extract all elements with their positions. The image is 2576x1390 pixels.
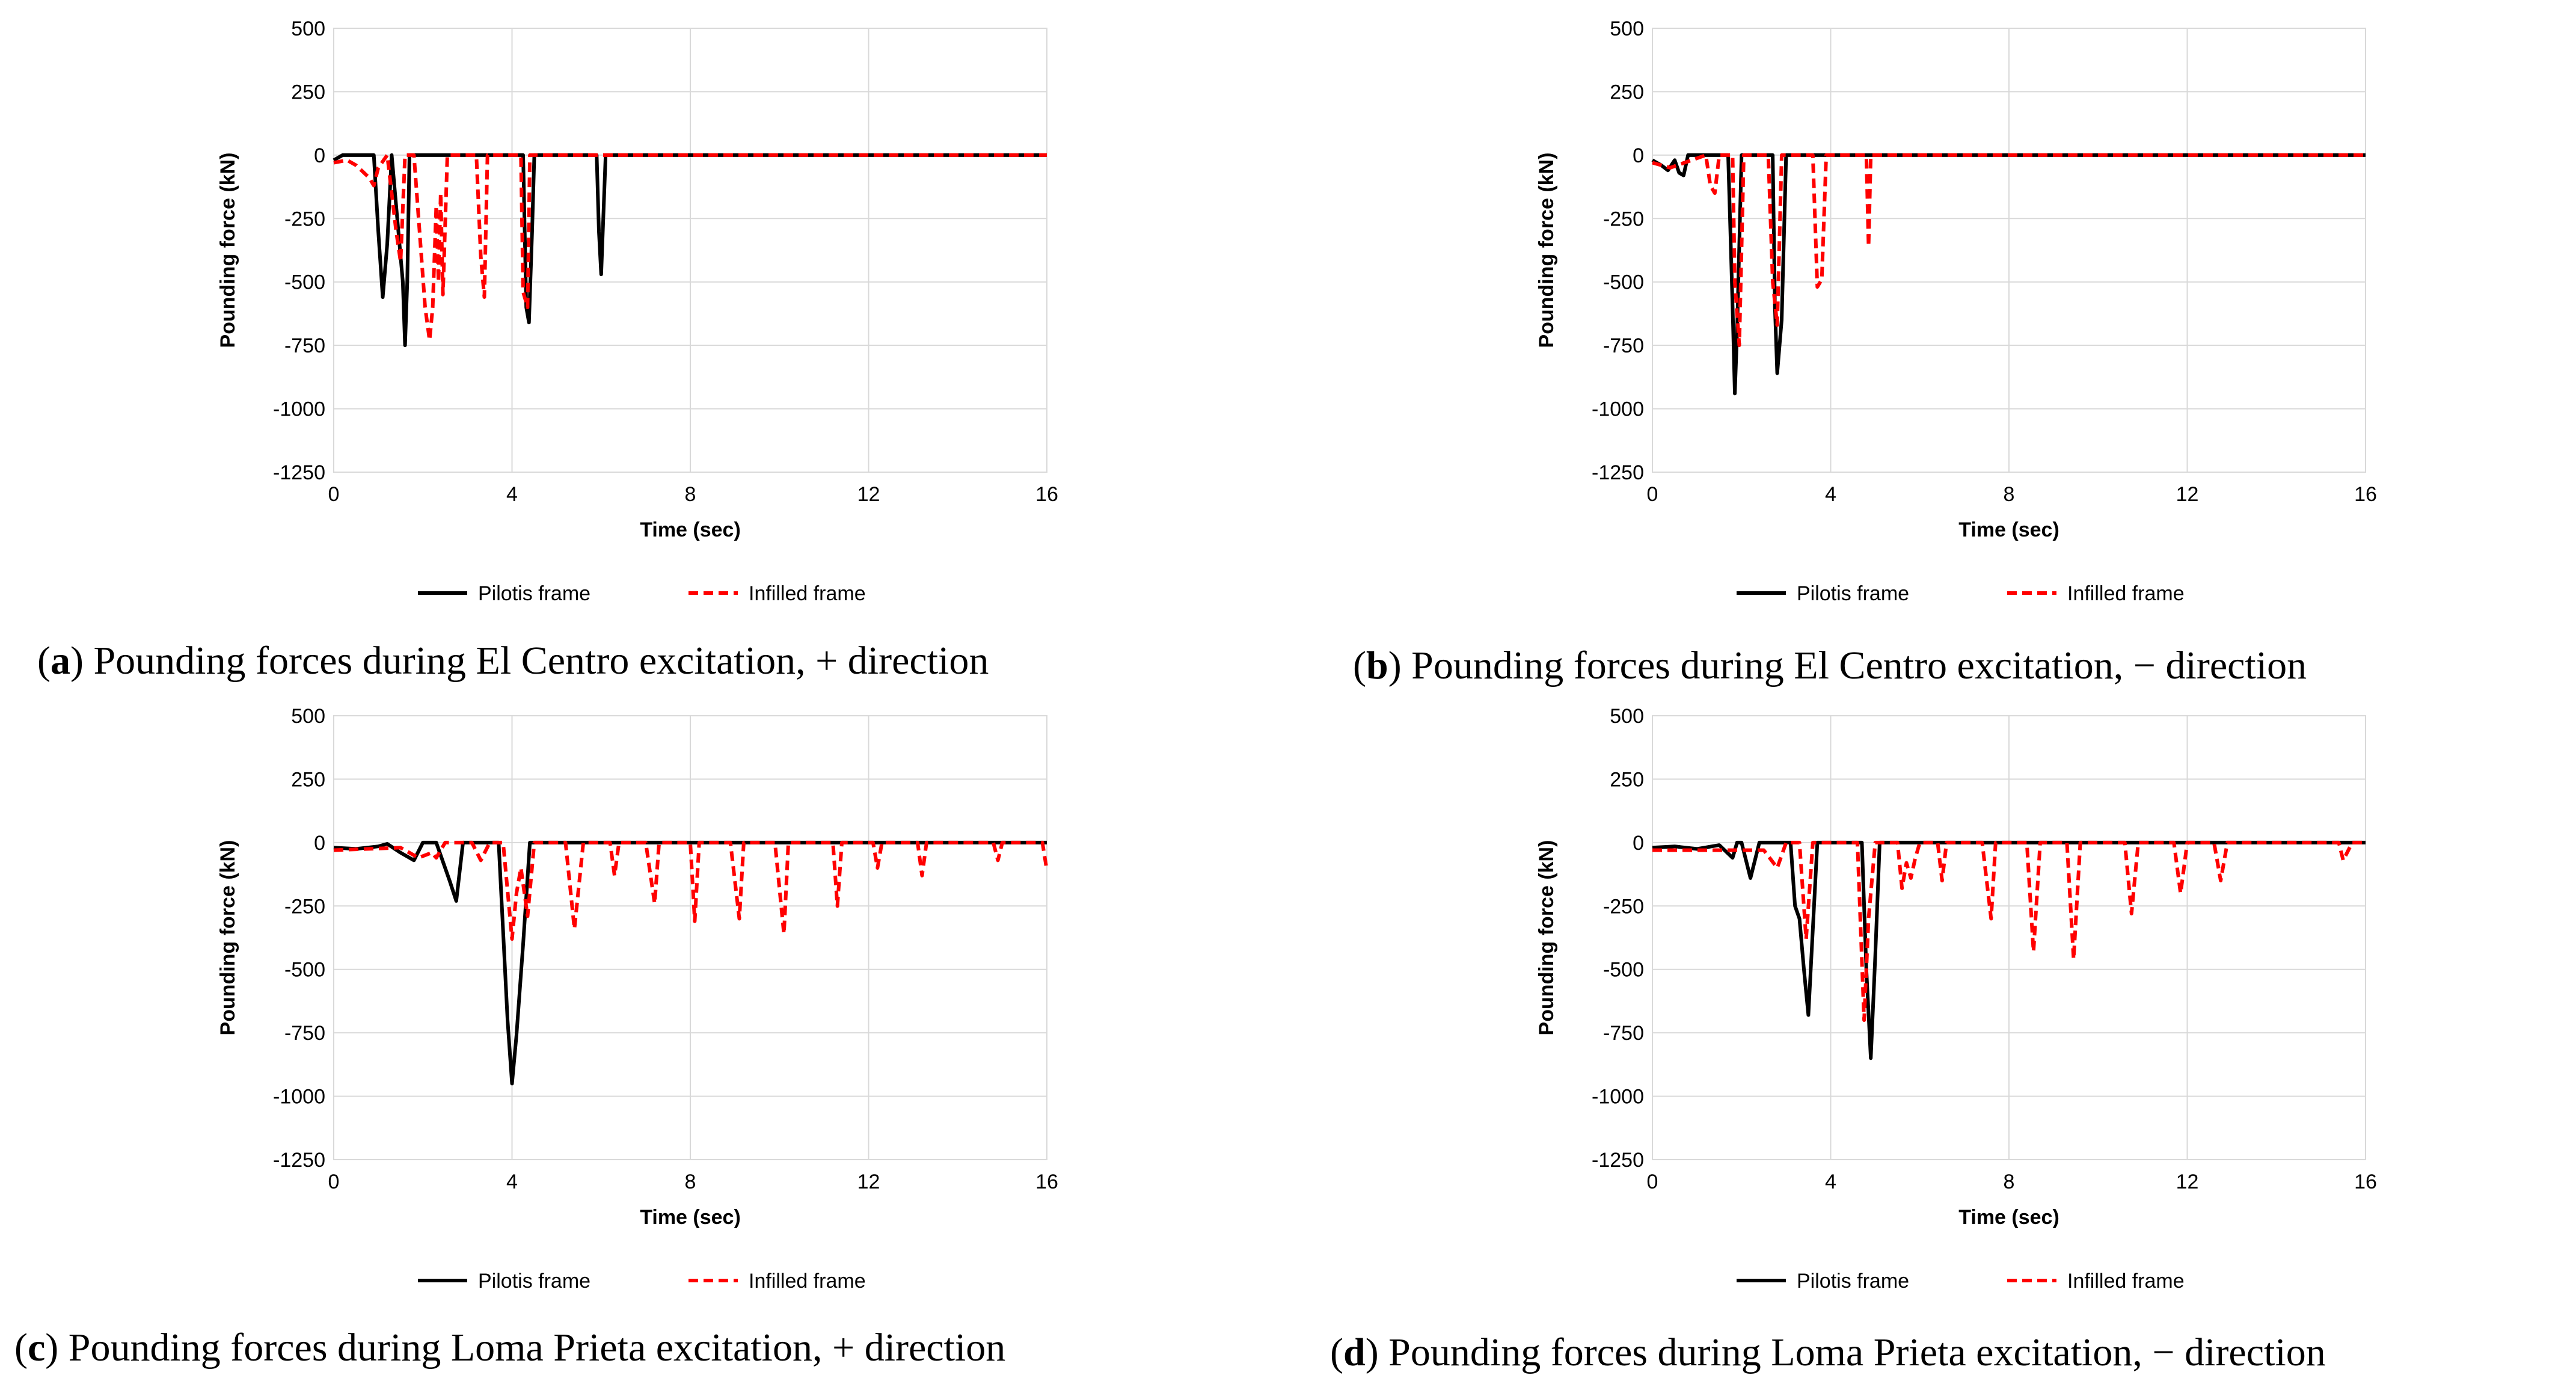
legend-label: Infilled frame xyxy=(749,1270,866,1293)
x-tick-label: 12 xyxy=(2176,1170,2199,1193)
y-tick-label: 500 xyxy=(291,705,325,728)
x-axis-title: Time (sec) xyxy=(640,1206,741,1229)
y-tick-label: -250 xyxy=(1603,895,1644,918)
legend-label: Pilotis frame xyxy=(478,1270,590,1293)
legend-label: Infilled frame xyxy=(2067,582,2185,605)
y-tick-label: -750 xyxy=(1603,334,1644,357)
x-tick-label: 0 xyxy=(1647,1170,1658,1193)
x-tick-label: 0 xyxy=(328,1170,340,1193)
x-tick-label: 4 xyxy=(506,1170,518,1193)
y-tick-label: 250 xyxy=(1610,81,1644,103)
series-line-infilled-frame xyxy=(1652,840,2366,1023)
x-axis-title: Time (sec) xyxy=(1958,518,2059,541)
panel-caption: (a) Pounding forces during El Centro exc… xyxy=(37,639,989,683)
y-tick-label: 0 xyxy=(314,832,325,855)
y-tick-label: 0 xyxy=(1633,144,1644,167)
x-tick-label: 12 xyxy=(857,1170,880,1193)
legend-label: Pilotis frame xyxy=(478,582,590,605)
legend: Pilotis frame Infilled frame xyxy=(418,1270,866,1293)
x-tick-label: 8 xyxy=(685,1170,696,1193)
y-tick-label: -750 xyxy=(1603,1022,1644,1045)
y-tick-label: 250 xyxy=(1610,768,1644,791)
y-tick-label: -750 xyxy=(284,334,325,357)
legend: Pilotis frame Infilled frame xyxy=(1737,582,2185,605)
plot-area-border xyxy=(1652,28,2366,473)
series-line-pilotis-frame xyxy=(1651,153,2366,396)
panel-caption: (d) Pounding forces during Loma Prieta e… xyxy=(1330,1330,2326,1374)
y-axis-title: Pounding force (kN) xyxy=(1535,840,1558,1036)
plot-area-border xyxy=(1652,715,2366,1160)
legend: Pilotis frame Infilled frame xyxy=(418,582,866,605)
x-tick-label: 0 xyxy=(1647,483,1658,506)
y-tick-label: -1250 xyxy=(273,1149,325,1172)
x-tick-label: 16 xyxy=(1035,483,1058,506)
legend-label: Infilled frame xyxy=(749,582,866,605)
y-tick-label: -1000 xyxy=(273,398,325,421)
series-line-infilled-frame xyxy=(1652,153,2366,348)
legend: Pilotis frame Infilled frame xyxy=(1737,1270,2185,1293)
y-tick-label: -1250 xyxy=(1592,1149,1644,1172)
series-line-infilled-frame xyxy=(333,153,1047,342)
y-tick-label: 0 xyxy=(314,144,325,167)
x-tick-label: 8 xyxy=(2004,483,2015,506)
x-tick-label: 16 xyxy=(1035,1170,1058,1193)
y-tick-label: -250 xyxy=(284,208,325,230)
series-line-pilotis-frame xyxy=(333,840,1047,1086)
panel-caption: (c) Pounding forces during Loma Prieta e… xyxy=(14,1326,1005,1370)
y-tick-label: -1000 xyxy=(1592,398,1644,421)
y-tick-label: -500 xyxy=(284,271,325,294)
y-tick-label: 250 xyxy=(291,81,325,103)
y-tick-label: -1000 xyxy=(1592,1086,1644,1109)
plot-area-border xyxy=(333,28,1047,473)
x-tick-label: 4 xyxy=(1825,1170,1836,1193)
x-tick-label: 16 xyxy=(2354,1170,2377,1193)
y-tick-label: 500 xyxy=(1610,705,1644,728)
y-axis-title: Pounding force (kN) xyxy=(216,840,239,1036)
y-tick-label: 250 xyxy=(291,768,325,791)
y-tick-label: -500 xyxy=(1603,271,1644,294)
y-tick-label: -1000 xyxy=(273,1086,325,1109)
x-tick-label: 0 xyxy=(328,483,340,506)
y-tick-label: -500 xyxy=(1603,959,1644,982)
y-tick-label: -250 xyxy=(284,895,325,918)
x-tick-label: 4 xyxy=(506,483,518,506)
panel-caption: (b) Pounding forces during El Centro exc… xyxy=(1353,644,2307,687)
y-tick-label: -1250 xyxy=(273,461,325,484)
y-tick-label: 0 xyxy=(1633,832,1644,855)
x-tick-label: 4 xyxy=(1825,483,1836,506)
y-tick-label: -250 xyxy=(1603,208,1644,230)
legend-label: Pilotis frame xyxy=(1797,1270,1909,1293)
legend-label: Pilotis frame xyxy=(1797,582,1909,605)
series-line-pilotis-frame xyxy=(1652,840,2366,1060)
x-tick-label: 12 xyxy=(2176,483,2199,506)
y-tick-label: 500 xyxy=(291,17,325,40)
series-line-infilled-frame xyxy=(333,840,1049,941)
x-tick-label: 8 xyxy=(685,483,696,506)
y-tick-label: -500 xyxy=(284,959,325,982)
y-tick-label: 500 xyxy=(1610,17,1644,40)
x-axis-title: Time (sec) xyxy=(640,518,741,541)
legend-label: Infilled frame xyxy=(2067,1270,2185,1293)
x-tick-label: 12 xyxy=(857,483,880,506)
plot-area-border xyxy=(333,715,1047,1160)
x-tick-label: 16 xyxy=(2354,483,2377,506)
y-tick-label: -750 xyxy=(284,1022,325,1045)
x-axis-title: Time (sec) xyxy=(1958,1206,2059,1229)
y-axis-title: Pounding force (kN) xyxy=(216,153,239,348)
y-axis-title: Pounding force (kN) xyxy=(1535,153,1558,348)
y-tick-label: -1250 xyxy=(1592,461,1644,484)
x-tick-label: 8 xyxy=(2004,1170,2015,1193)
